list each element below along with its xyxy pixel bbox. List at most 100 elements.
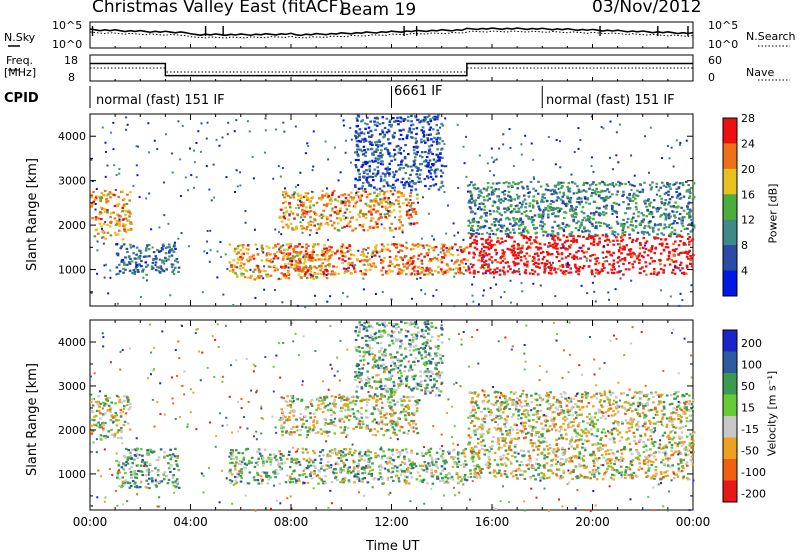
power-cell xyxy=(484,259,488,262)
power-cell xyxy=(278,215,282,218)
power-cell xyxy=(559,247,563,250)
power-cell xyxy=(512,260,515,263)
velocity-cell xyxy=(323,397,327,400)
power-cell xyxy=(673,232,677,235)
power-cell xyxy=(648,233,651,236)
power-cell xyxy=(542,255,546,259)
velocity-cell xyxy=(254,461,258,464)
power-cell xyxy=(628,233,631,236)
velocity-cell xyxy=(389,369,393,372)
velocity-cell xyxy=(436,475,439,478)
power-cell xyxy=(522,228,526,231)
velocity-cell xyxy=(410,462,413,465)
power-cell xyxy=(127,219,130,222)
power-cell xyxy=(318,266,321,269)
power-cell xyxy=(473,187,476,190)
velocity-cell xyxy=(383,388,387,391)
power-cell xyxy=(480,237,483,240)
power-cell xyxy=(624,231,627,234)
velocity-cell xyxy=(149,448,152,451)
power-cell xyxy=(344,204,347,207)
power-cell xyxy=(466,184,470,187)
velocity-cell xyxy=(265,460,269,463)
power-cell xyxy=(241,256,244,259)
power-cell xyxy=(303,209,307,212)
power-cell xyxy=(561,265,565,268)
power-cell xyxy=(237,251,240,254)
velocity-cell xyxy=(409,366,413,369)
velocity-cell xyxy=(143,461,147,464)
velocity-cell xyxy=(363,322,367,325)
power-cell xyxy=(297,265,301,268)
velocity-cell xyxy=(355,372,358,375)
velocity-cell xyxy=(372,478,376,481)
velocity-cell xyxy=(391,448,395,451)
power-cell xyxy=(512,253,516,256)
velocity-cell xyxy=(281,434,284,437)
power-cell xyxy=(364,127,367,130)
power-cell xyxy=(653,236,656,239)
velocity-cell xyxy=(381,466,384,469)
velocity-cell xyxy=(354,331,358,334)
power-cell xyxy=(228,243,232,246)
velocity-cell xyxy=(384,423,388,426)
velocity-cell xyxy=(120,426,123,430)
power-cell xyxy=(129,221,133,224)
power-cell xyxy=(386,150,390,153)
power-cell xyxy=(460,271,463,274)
power-cell xyxy=(539,214,543,217)
power-cell xyxy=(659,267,663,271)
velocity-cell xyxy=(100,438,103,441)
power-cell xyxy=(440,180,444,183)
power-cell xyxy=(332,189,336,193)
power-cell xyxy=(138,254,142,258)
power-cell xyxy=(357,170,360,173)
power-cell xyxy=(588,215,591,218)
power-cell xyxy=(256,277,259,280)
power-cell xyxy=(524,257,528,260)
power-cell xyxy=(440,181,444,185)
power-cell xyxy=(373,186,376,189)
power-cell xyxy=(564,225,567,228)
velocity-cell xyxy=(340,397,344,400)
power-cell xyxy=(360,273,364,276)
velocity-cell xyxy=(399,347,402,350)
velocity-cell xyxy=(320,432,324,435)
power-cell xyxy=(398,210,402,213)
power-cell xyxy=(376,169,380,173)
power-cell xyxy=(373,200,376,203)
power-cell xyxy=(585,257,589,260)
velocity-cell xyxy=(154,478,158,481)
velocity-cell xyxy=(357,422,361,425)
power-cell xyxy=(382,199,386,202)
velocity-cell xyxy=(252,476,256,479)
power-cell xyxy=(582,235,585,238)
power-cell xyxy=(90,194,93,197)
velocity-cell xyxy=(333,400,336,403)
power-cell xyxy=(350,191,353,194)
power-cell xyxy=(166,246,169,249)
power-cell xyxy=(371,160,375,163)
velocity-cell xyxy=(392,467,396,470)
power-cell xyxy=(470,181,473,184)
velocity-cell xyxy=(379,421,382,424)
power-cell xyxy=(402,194,406,197)
velocity-cell xyxy=(289,399,292,402)
power-cell xyxy=(551,230,554,233)
power-cell xyxy=(623,259,627,262)
power-cell xyxy=(385,270,388,273)
velocity-cell xyxy=(355,374,359,377)
power-cell xyxy=(650,246,654,249)
velocity-cell xyxy=(359,450,362,453)
power-cell xyxy=(632,212,636,215)
power-cell xyxy=(616,261,620,264)
velocity-cell xyxy=(145,479,148,482)
power-cell xyxy=(306,192,310,195)
velocity-cell xyxy=(166,454,169,457)
velocity-cell xyxy=(169,470,172,473)
power-cell xyxy=(310,255,314,258)
velocity-cell xyxy=(235,458,239,461)
power-cell xyxy=(385,131,389,134)
power-cell xyxy=(296,192,300,195)
power-cell xyxy=(419,180,422,183)
